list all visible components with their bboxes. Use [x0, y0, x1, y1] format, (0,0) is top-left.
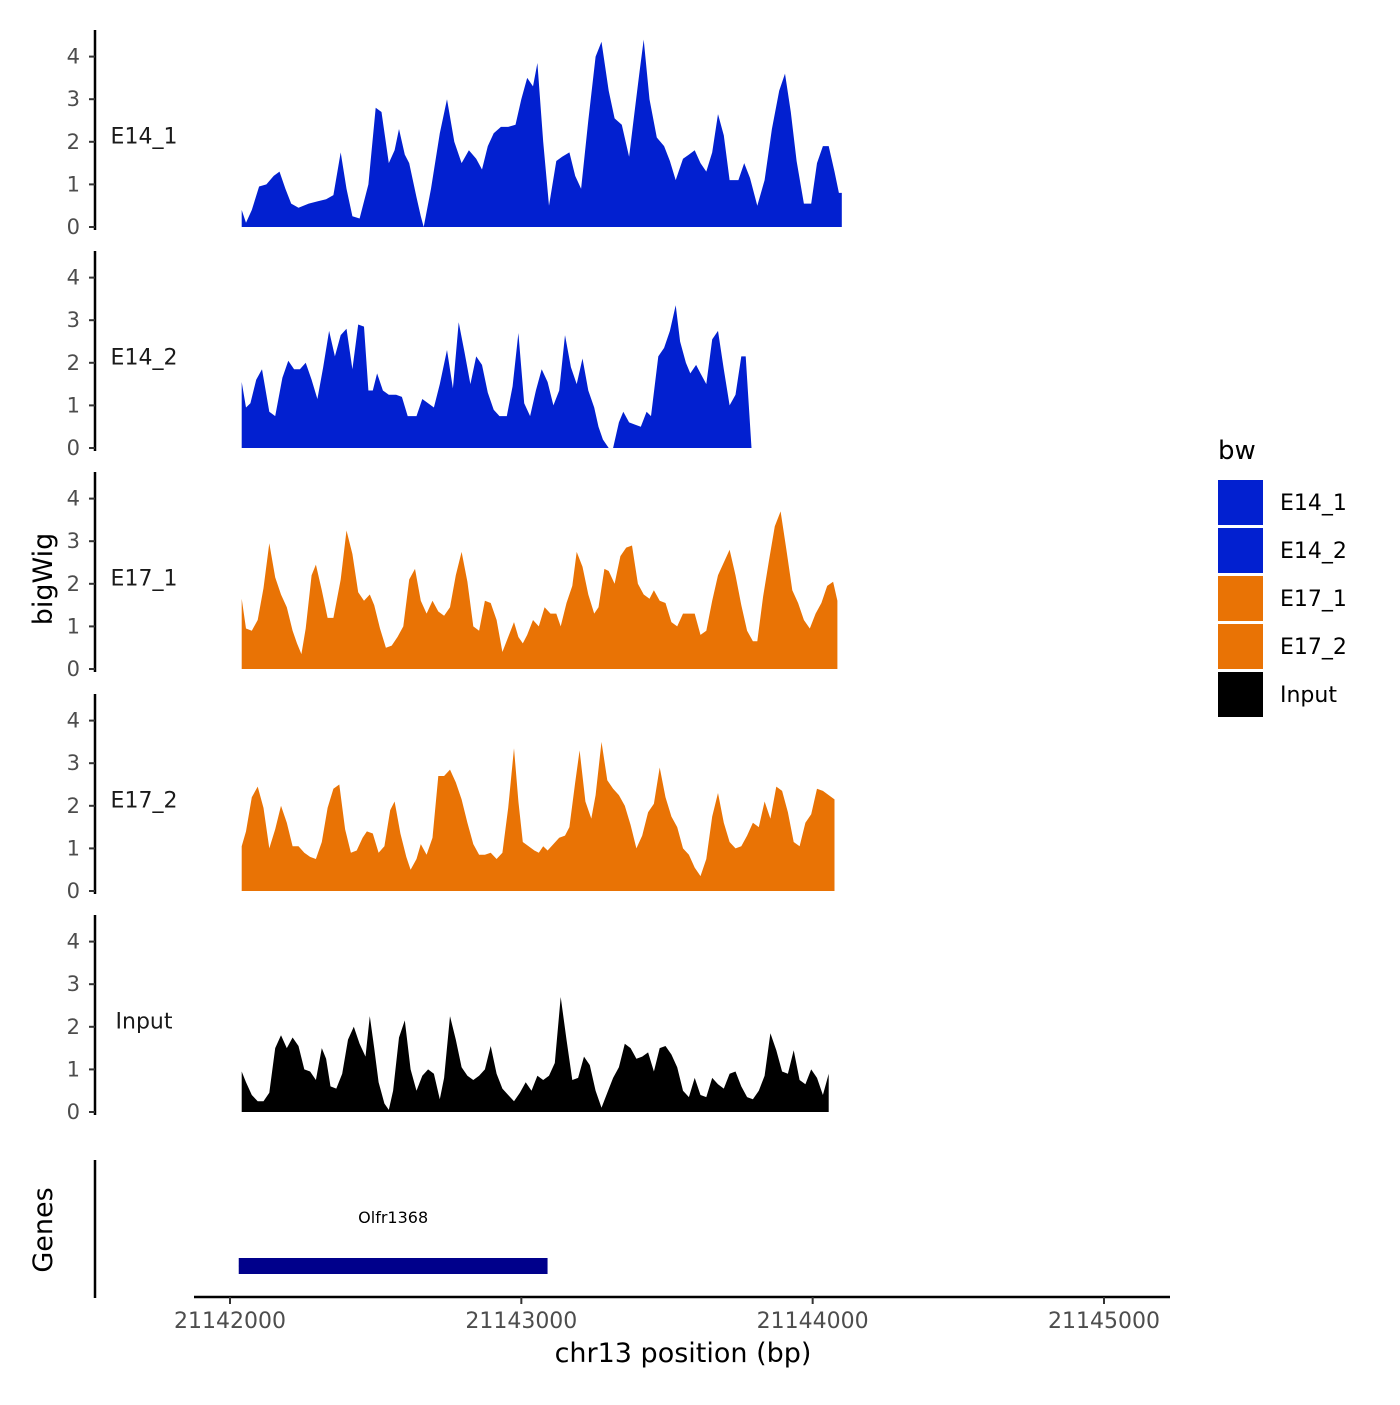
gene-start-cap-olfr1368	[238, 1258, 245, 1274]
genes-axis-title: Genes	[28, 1187, 59, 1272]
track-label-e17-2: E17_2	[111, 788, 178, 813]
y-tick-label-input-4: 4	[67, 930, 80, 954]
x-tick-label-21143000: 21143000	[465, 1309, 577, 1334]
y-tick-label-e14-2-3: 3	[67, 308, 80, 332]
legend: E14_1 E14_2 E17_1 E17_2 Input	[1218, 480, 1347, 717]
gene-end-cap-olfr1368	[541, 1258, 548, 1274]
legend-label-input: Input	[1280, 683, 1337, 708]
area-e17-1-segment-0	[241, 511, 838, 669]
legend-swatch-e14-2	[1218, 528, 1263, 573]
x-tick-label-21142000: 21142000	[174, 1309, 286, 1334]
track-e14-2: 0 1 2 3 4 E14_2	[67, 251, 752, 460]
legend-swatch-e14-1	[1218, 480, 1263, 525]
y-tick-label-e17-2-3: 3	[67, 751, 80, 775]
y-tick-label-input-0: 0	[67, 1100, 80, 1124]
track-e17-2: 0 1 2 3 4 E17_2	[67, 694, 835, 903]
y-tick-label-e14-2-4: 4	[67, 266, 80, 290]
area-e14-1-segment-0	[241, 39, 842, 227]
x-axis-title: chr13 position (bp)	[555, 1338, 812, 1369]
y-tick-label-e17-1-0: 0	[67, 657, 80, 681]
area-e17-2-segment-0	[241, 741, 835, 891]
legend-label-e14-2: E14_2	[1280, 539, 1347, 564]
x-tick-label-21144000: 21144000	[757, 1309, 869, 1334]
track-label-e17-1: E17_1	[111, 566, 178, 591]
legend-label-e17-2: E17_2	[1280, 635, 1347, 660]
track-label-e14-1: E14_1	[111, 124, 178, 149]
legend-label-e14-1: E14_1	[1280, 491, 1347, 516]
legend-title: bw	[1218, 436, 1256, 466]
legend-swatch-e17-2	[1218, 624, 1263, 669]
y-tick-label-e14-1-2: 2	[67, 130, 80, 154]
track-e14-1: 0 1 2 3 4 E14_1	[67, 30, 842, 239]
legend-label-e17-1: E17_1	[1280, 587, 1347, 612]
y-tick-label-input-2: 2	[67, 1015, 80, 1039]
y-tick-label-e14-2-2: 2	[67, 351, 80, 375]
track-label-input: Input	[116, 1009, 173, 1034]
y-tick-label-e17-2-4: 4	[67, 709, 80, 733]
y-tick-label-e17-1-3: 3	[67, 529, 80, 553]
area-input-segment-0	[241, 997, 829, 1112]
y-tick-label-input-3: 3	[67, 972, 80, 996]
genes-track: Olfr1368	[93, 1160, 548, 1298]
y-tick-label-e14-1-0: 0	[67, 215, 80, 239]
y-tick-label-e17-1-1: 1	[67, 614, 80, 638]
track-label-e14-2: E14_2	[111, 345, 178, 370]
y-tick-label-e17-1-2: 2	[67, 572, 80, 596]
y-tick-label-e14-1-4: 4	[67, 45, 80, 69]
x-axis: 21142000 21143000 21144000 21145000	[174, 1295, 1170, 1334]
y-tick-label-e14-2-1: 1	[67, 393, 80, 417]
y-tick-label-e14-1-1: 1	[67, 172, 80, 196]
y-tick-label-e14-1-3: 3	[67, 87, 80, 111]
gene-body-olfr1368	[238, 1258, 548, 1274]
track-e17-1: 0 1 2 3 4 E17_1	[67, 472, 838, 681]
y-tick-label-input-1: 1	[67, 1057, 80, 1081]
area-e14-2-segment-1	[613, 305, 752, 448]
y-tick-label-e17-2-0: 0	[67, 879, 80, 903]
legend-swatch-input	[1218, 672, 1263, 717]
y-tick-label-e14-2-0: 0	[67, 436, 80, 460]
area-e14-2-segment-0	[241, 322, 609, 448]
y-tick-label-e17-2-2: 2	[67, 794, 80, 818]
gene-label-olfr1368: Olfr1368	[358, 1208, 428, 1227]
legend-swatch-e17-1	[1218, 576, 1263, 621]
tracks-group: 0 1 2 3 4 E14_1 0 1 2 3 4 E14_2 0 1 2 3 4 E17_1 0 1 2 3 4 E17_2…	[67, 30, 842, 1124]
y-tick-label-e17-2-1: 1	[67, 836, 80, 860]
track-input: 0 1 2 3 4 Input	[67, 915, 829, 1124]
y-tick-label-e17-1-4: 4	[67, 487, 80, 511]
y-axis-title: bigWig	[28, 533, 59, 626]
x-tick-label-21145000: 21145000	[1048, 1309, 1160, 1334]
